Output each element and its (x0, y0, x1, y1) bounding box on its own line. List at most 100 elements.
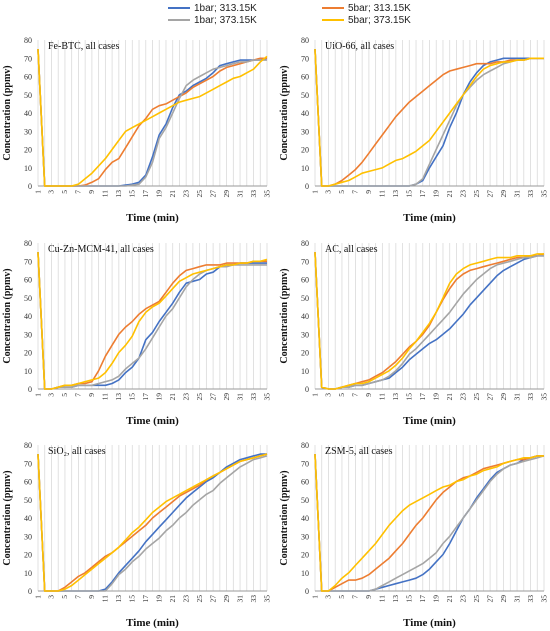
x-tick-label: 19 (431, 190, 440, 198)
x-tick-label: 35 (539, 595, 548, 603)
y-tick-label: 0 (305, 587, 309, 596)
y-tick-label: 80 (301, 441, 309, 450)
x-tick-label: 25 (195, 393, 204, 401)
legend-label: 5bar; 313.15K (348, 3, 411, 14)
x-tick-label: 21 (445, 595, 454, 603)
x-tick-label: 11 (101, 393, 110, 400)
x-tick-label: 23 (458, 393, 467, 401)
x-tick-label: 33 (249, 190, 258, 198)
x-axis-label: Time (min) (126, 617, 179, 629)
x-tick-label: 27 (208, 393, 217, 401)
x-tick-label: 15 (405, 190, 414, 198)
x-tick-label: 1 (33, 595, 42, 599)
y-tick-label: 70 (24, 257, 32, 266)
legend-label: 1bar; 313.15K (194, 3, 257, 14)
y-axis-label: Concentration (ppmv) (2, 268, 13, 363)
x-tick-label: 5 (337, 190, 346, 194)
x-tick-label: 5 (60, 595, 69, 599)
x-tick-label: 21 (445, 393, 454, 401)
x-tick-label: 35 (262, 595, 271, 603)
y-tick-label: 70 (301, 257, 309, 266)
y-tick-label: 70 (24, 54, 32, 63)
x-tick-label: 35 (262, 393, 271, 401)
y-tick-label: 20 (24, 349, 32, 358)
x-tick-label: 7 (74, 190, 83, 194)
legend-item-5bar-373: 5bar; 373.15K (322, 15, 411, 26)
y-tick-label: 80 (24, 239, 32, 248)
x-tick-label: 3 (47, 595, 56, 599)
x-tick-label: 19 (431, 393, 440, 401)
y-axis-label: Concentration (ppmv) (2, 65, 13, 160)
x-tick-label: 1 (310, 393, 319, 397)
legend-swatch (322, 7, 344, 10)
x-tick-label: 17 (141, 190, 150, 198)
chart-legend: 1bar; 313.15K 5bar; 313.15K 1bar; 373.15… (0, 0, 550, 26)
y-tick-label: 60 (24, 478, 32, 487)
y-tick-label: 60 (301, 478, 309, 487)
x-tick-label: 33 (249, 595, 258, 603)
y-tick-label: 20 (24, 146, 32, 155)
y-axis-label: Concentration (ppmv) (279, 268, 290, 363)
x-tick-label: 21 (168, 595, 177, 603)
x-tick-label: 3 (324, 393, 333, 397)
x-tick-label: 3 (47, 393, 56, 397)
x-tick-label: 35 (262, 190, 271, 198)
y-axis-label: Concentration (ppmv) (279, 65, 290, 160)
series-line-3 (314, 49, 544, 187)
x-tick-label: 19 (431, 595, 440, 603)
y-tick-label: 60 (301, 276, 309, 285)
x-tick-label: 35 (539, 190, 548, 198)
x-tick-label: 33 (526, 393, 535, 401)
x-tick-label: 11 (378, 190, 387, 197)
x-tick-label: 7 (74, 595, 83, 599)
y-tick-label: 0 (305, 182, 309, 191)
x-tick-label: 27 (485, 595, 494, 603)
y-tick-label: 10 (301, 367, 309, 376)
x-tick-label: 27 (208, 595, 217, 603)
x-tick-label: 25 (472, 393, 481, 401)
x-tick-label: 3 (324, 190, 333, 194)
series-line-4 (37, 453, 268, 592)
x-tick-label: 13 (391, 190, 400, 198)
y-tick-label: 70 (24, 459, 32, 468)
x-tick-label: 21 (168, 190, 177, 198)
x-tick-label: 17 (418, 393, 427, 401)
y-tick-label: 40 (301, 312, 309, 321)
x-tick-label: 29 (499, 190, 508, 198)
x-tick-label: 21 (168, 393, 177, 401)
legend-item-1bar-373: 1bar; 373.15K (168, 15, 257, 26)
x-tick-label: 3 (324, 595, 333, 599)
x-tick-label: 15 (405, 595, 414, 603)
legend-label: 1bar; 373.15K (194, 15, 257, 26)
chart-title: SiO₂, all cases (48, 446, 106, 457)
y-tick-label: 50 (24, 294, 32, 303)
y-tick-label: 40 (24, 514, 32, 523)
x-tick-label: 7 (351, 393, 360, 397)
y-tick-label: 50 (24, 496, 32, 505)
x-tick-label: 31 (235, 595, 244, 603)
x-tick-label: 9 (87, 393, 96, 397)
x-tick-label: 27 (208, 190, 217, 198)
y-axis-label: Concentration (ppmv) (2, 470, 13, 565)
x-tick-label: 17 (418, 595, 427, 603)
x-tick-label: 7 (74, 393, 83, 397)
y-tick-label: 80 (301, 239, 309, 248)
x-tick-label: 15 (128, 190, 137, 198)
y-tick-label: 10 (301, 164, 309, 173)
x-tick-label: 31 (512, 190, 521, 198)
chart-title: Cu-Zn-MCM-41, all cases (48, 244, 154, 255)
series-line-4 (314, 49, 544, 187)
y-tick-label: 0 (28, 182, 32, 191)
legend-item-1bar-313: 1bar; 313.15K (168, 3, 257, 14)
y-tick-label: 40 (24, 312, 32, 321)
y-tick-label: 40 (24, 109, 32, 118)
y-tick-label: 30 (301, 330, 309, 339)
x-axis-label: Time (min) (403, 212, 456, 224)
x-tick-label: 35 (539, 393, 548, 401)
x-axis-label: Time (min) (126, 212, 179, 224)
y-tick-label: 60 (24, 73, 32, 82)
y-tick-label: 30 (301, 532, 309, 541)
